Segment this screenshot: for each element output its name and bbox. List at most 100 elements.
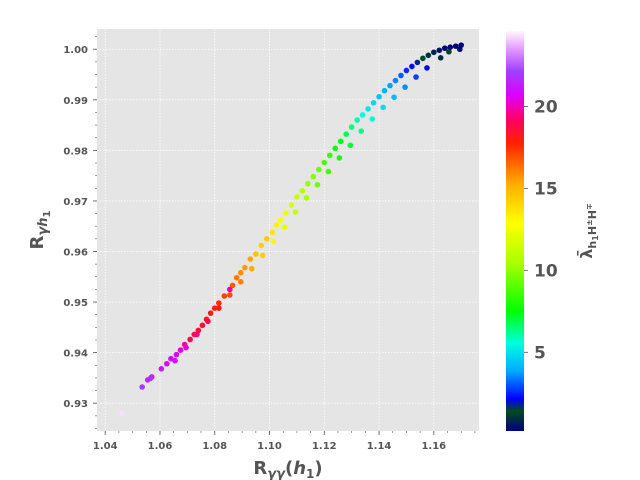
data-point <box>347 142 354 149</box>
data-point <box>365 106 371 112</box>
data-point <box>199 322 206 329</box>
data-point <box>391 94 397 101</box>
data-point <box>447 44 454 51</box>
x-axis-title: Rγγ(h1) <box>253 458 322 480</box>
grid-lines <box>97 29 479 431</box>
x-tick-label: 1.06 <box>148 441 173 452</box>
data-point <box>337 138 344 145</box>
data-point <box>326 152 333 159</box>
data-point <box>446 48 452 55</box>
data-point <box>425 52 432 59</box>
data-point <box>205 318 211 325</box>
data-point <box>211 305 218 311</box>
data-point <box>414 59 421 66</box>
colorbar-ticks: 5 10 15 20 <box>524 97 558 363</box>
data-point <box>147 375 154 382</box>
data-point <box>216 300 222 306</box>
y-tick-label: 0.96 <box>63 247 88 258</box>
y-tick-label: 0.93 <box>63 399 88 410</box>
data-point <box>139 384 145 390</box>
data-point <box>409 63 415 70</box>
data-point <box>316 166 322 173</box>
data-point <box>288 202 295 208</box>
data-point <box>305 180 311 187</box>
data-point <box>348 124 355 130</box>
data-point <box>177 347 184 353</box>
colorbar-tick-label: 20 <box>534 97 558 117</box>
data-point <box>441 45 448 52</box>
data-point <box>277 217 284 223</box>
y-axis-ticks: 0.93 0.94 0.95 0.96 0.97 0.98 0.99 1.00 <box>63 36 97 429</box>
data-point <box>281 224 288 231</box>
data-point <box>292 209 299 215</box>
data-point <box>194 331 200 338</box>
data-point <box>242 264 248 271</box>
data-point <box>237 279 244 285</box>
colorbar-tick-label: 10 <box>534 261 558 281</box>
data-point <box>457 46 463 53</box>
data-point <box>283 210 289 216</box>
data-point <box>294 194 300 200</box>
data-point <box>258 242 265 249</box>
x-tick-label: 1.12 <box>312 441 337 452</box>
data-point <box>237 269 244 276</box>
data-point <box>299 188 306 194</box>
data-point <box>431 49 437 56</box>
x-tick-label: 1.16 <box>421 441 446 452</box>
data-point <box>424 65 430 71</box>
data-point <box>216 305 222 311</box>
data-point <box>247 256 254 262</box>
y-axis-title: Rγh1 <box>27 210 53 249</box>
data-point <box>403 67 410 74</box>
data-point <box>436 47 443 54</box>
data-point <box>314 181 321 188</box>
x-tick-label: 1.14 <box>367 441 392 452</box>
data-point <box>343 131 349 137</box>
data-point <box>233 274 240 281</box>
data-point <box>303 195 310 201</box>
data-point <box>369 116 376 122</box>
data-points <box>118 42 465 417</box>
data-point <box>172 357 178 364</box>
y-tick-label: 0.94 <box>63 349 88 360</box>
data-point <box>402 84 408 90</box>
data-point <box>187 336 193 343</box>
data-point <box>420 55 426 62</box>
y-tick-label: 0.99 <box>63 96 88 107</box>
data-point <box>227 292 233 298</box>
x-tick-label: 1.10 <box>257 441 282 452</box>
data-point <box>452 43 459 49</box>
y-tick-label: 0.98 <box>63 146 88 157</box>
data-point <box>413 74 419 80</box>
data-point <box>263 236 270 242</box>
data-point <box>381 87 388 94</box>
data-point <box>325 168 332 175</box>
data-point <box>248 265 255 272</box>
data-point <box>229 282 236 289</box>
plot-area <box>97 29 479 431</box>
data-point <box>359 112 366 118</box>
data-point <box>392 77 399 84</box>
x-axis-ticks: 1.04 1.06 1.08 1.10 1.12 1.14 1.16 <box>93 431 476 452</box>
colorbar-tick-label: 5 <box>534 343 546 363</box>
data-point <box>207 310 214 316</box>
data-point <box>376 93 382 100</box>
data-point <box>310 173 317 180</box>
data-point <box>370 100 377 106</box>
data-point <box>270 238 277 245</box>
data-point <box>183 344 189 351</box>
data-point <box>354 117 360 123</box>
data-point <box>332 145 339 152</box>
colorbar-tick-label: 15 <box>534 179 558 199</box>
colorbar <box>506 31 524 431</box>
y-tick-label: 0.95 <box>63 298 88 309</box>
data-point <box>118 410 125 417</box>
data-point <box>158 366 165 372</box>
data-point <box>221 293 228 299</box>
y-tick-label: 1.00 <box>63 45 88 56</box>
data-point <box>164 360 170 367</box>
x-tick-label: 1.08 <box>202 441 227 452</box>
x-tick-label: 1.04 <box>93 441 118 452</box>
colorbar-title: λ̄h1H±H∓ <box>576 203 600 258</box>
